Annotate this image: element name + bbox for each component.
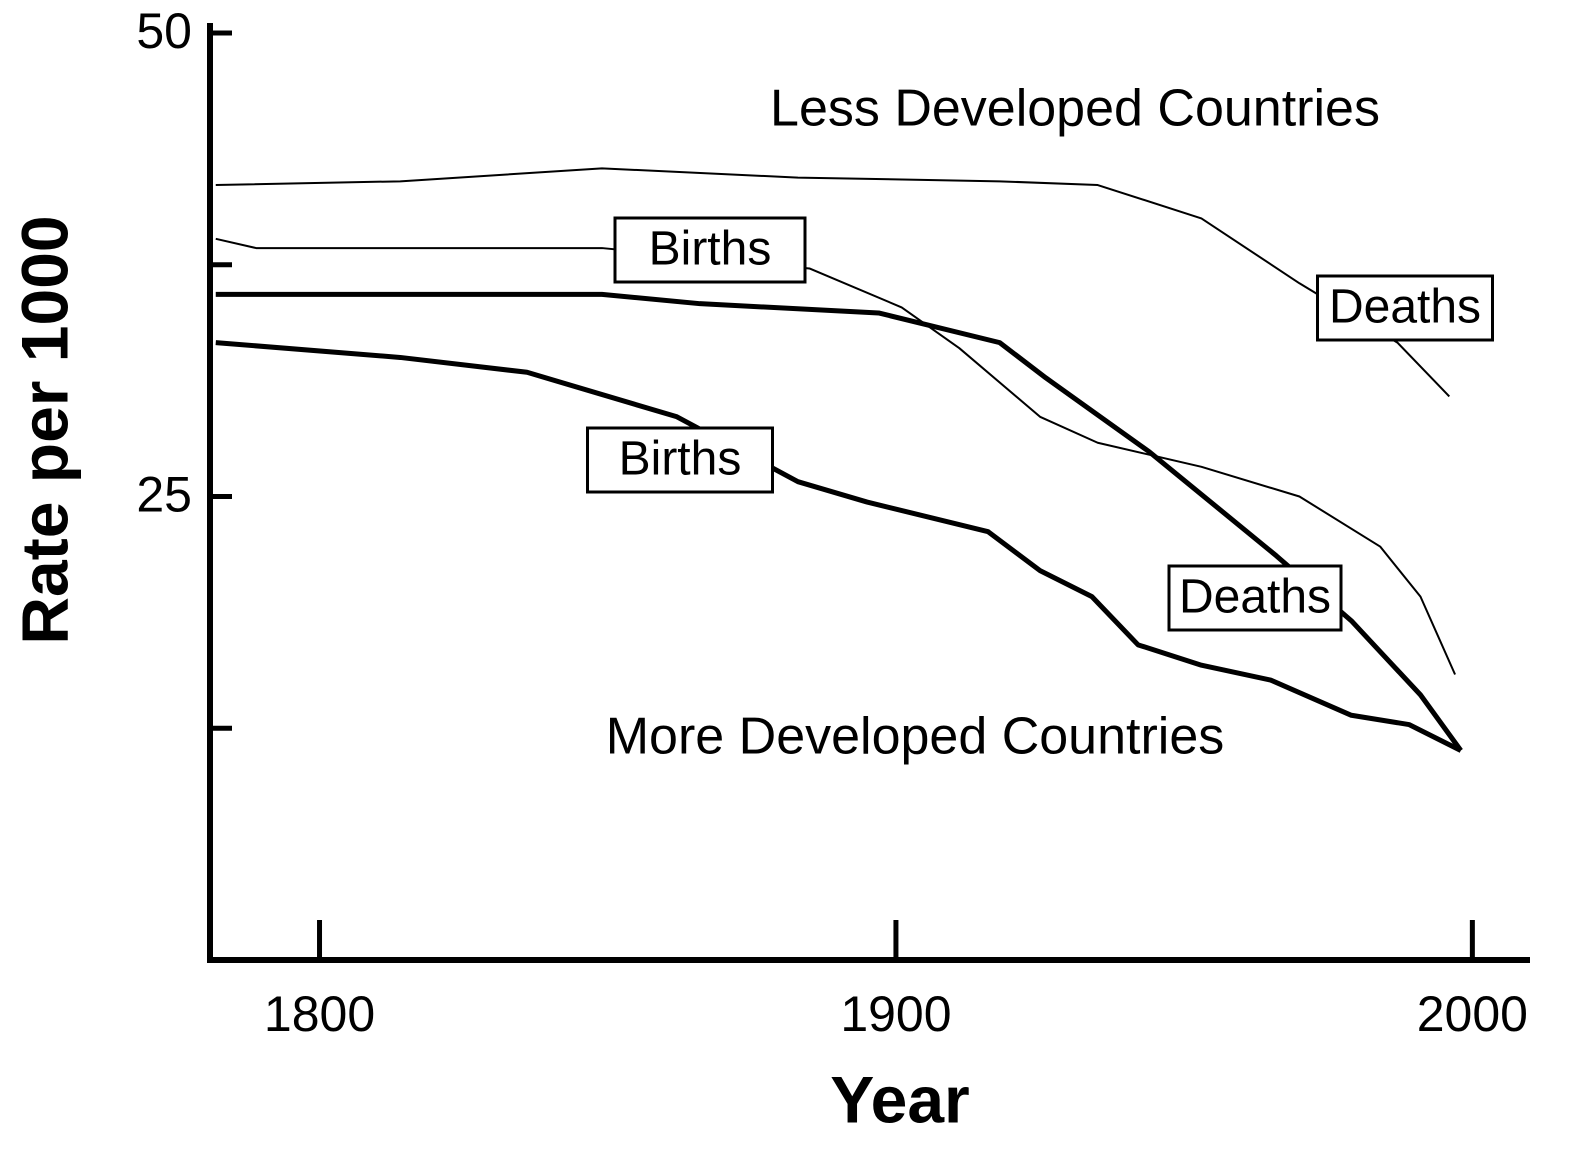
label-box: [1316, 274, 1494, 342]
series-label: Deaths: [1329, 281, 1481, 334]
line: [215, 291, 1463, 752]
x-tick-label: 1900: [840, 986, 951, 1042]
label-box: [1167, 564, 1343, 632]
y-tick-label: 50: [136, 3, 192, 59]
x-axis-label: Year: [830, 1062, 969, 1136]
line: [215, 340, 1462, 753]
y-tick-label: 25: [136, 467, 192, 523]
x-tick-label: 1800: [264, 986, 375, 1042]
line: [215, 167, 1451, 398]
y-axis-label: Rate per 1000: [7, 215, 81, 644]
series-label: Births: [649, 223, 772, 276]
x-tick-label: 2000: [1417, 986, 1528, 1042]
series-label: Deaths: [1179, 571, 1331, 624]
series-label: Births: [619, 433, 742, 486]
label-box: [613, 216, 807, 284]
annotation: More Developed Countries: [606, 708, 1225, 766]
annotation: Less Developed Countries: [770, 80, 1380, 138]
label-box: [586, 426, 774, 494]
line: [215, 237, 1456, 675]
